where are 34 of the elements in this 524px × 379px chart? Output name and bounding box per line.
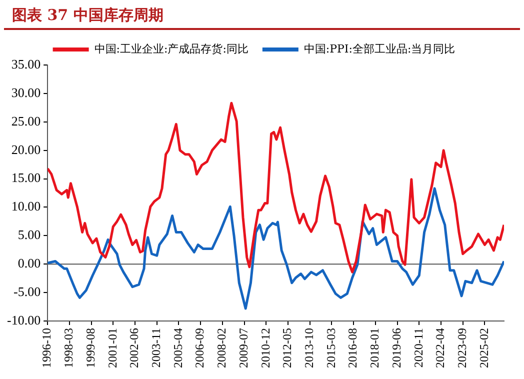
x-tick-label: 2002-06 (127, 328, 142, 368)
y-tick-label: 25.00 (11, 113, 41, 128)
x-tick-label: 2018-01 (368, 328, 382, 368)
x-tick-label: 2009-07 (236, 328, 250, 368)
chart-title: 图表 37 中国库存周期 (4, 0, 520, 30)
legend-label: 中国:工业企业:产成品存货:同比 (94, 42, 248, 56)
x-tick-label: 2001-01 (105, 328, 120, 368)
x-tick-label: 2023-09 (455, 328, 470, 368)
x-tick-label: 1999-08 (83, 328, 98, 368)
y-tick-label: 15.00 (11, 170, 41, 186)
x-tick-label: 2012-05 (280, 328, 294, 368)
x-tick-label: 2022-04 (433, 328, 448, 368)
legend-label: 中国:PPI:全部工业品:当月同比 (304, 42, 456, 56)
x-tick-label: 2020-11 (411, 328, 426, 368)
x-tick-label: 2010-12 (258, 328, 272, 368)
x-tick-label: 2003-11 (149, 328, 164, 368)
y-tick-label: -5.00 (13, 284, 41, 299)
y-tick-label: -10.00 (6, 312, 41, 328)
x-tick-label: 2008-02 (214, 328, 229, 368)
y-tick-label: 5.00 (18, 227, 41, 242)
y-tick-label: 10.00 (11, 198, 41, 214)
x-tick-label: 2016-08 (346, 328, 360, 368)
x-tick-label: 2015-03 (324, 328, 338, 368)
x-tick-label: 2025-02 (476, 328, 491, 368)
x-tick-label: 1998-03 (62, 328, 76, 368)
x-tick-label: 2006-09 (192, 328, 207, 368)
x-tick-label: 2005-04 (170, 328, 185, 368)
y-tick-label: 30.00 (11, 84, 41, 100)
x-tick-label: 1996-10 (40, 328, 54, 368)
y-tick-label: 20.00 (11, 142, 41, 157)
x-tick-label: 2019-06 (389, 328, 404, 368)
y-tick-label: 35.00 (11, 56, 41, 72)
x-tick-label: 2013-10 (302, 328, 316, 368)
y-tick-label: 0.00 (18, 256, 41, 271)
